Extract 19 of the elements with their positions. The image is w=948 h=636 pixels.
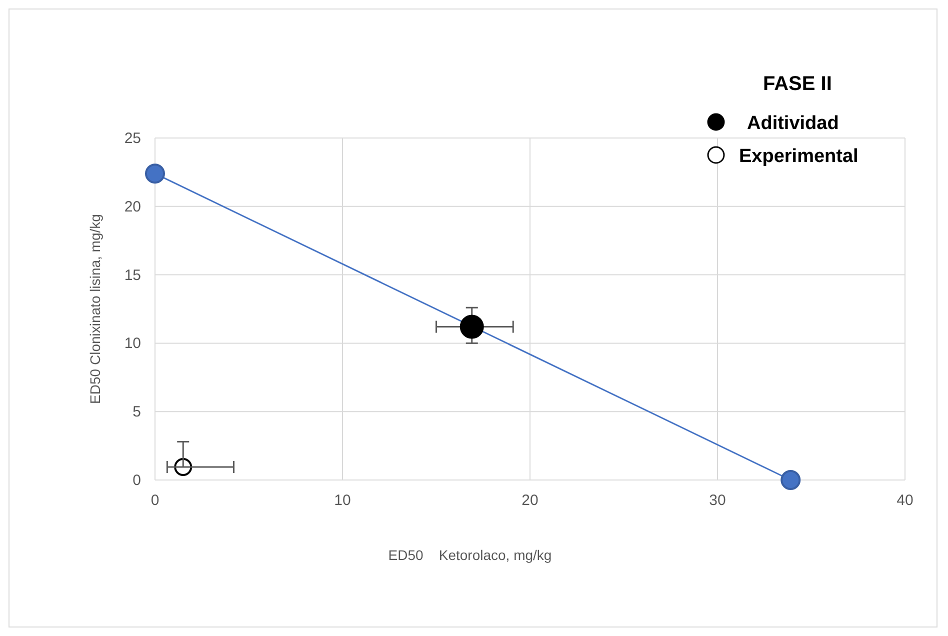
y-tick-label: 10: [124, 335, 141, 352]
y-tick-label: 0: [132, 472, 141, 489]
y-axis-title: ED50 Clonixinato lisina, mg/kg: [87, 214, 103, 404]
x-axis-title: ED50 Ketorolaco, mg/kg: [388, 547, 552, 563]
legend-label: Aditividad: [747, 113, 839, 134]
x-tick-label: 0: [150, 492, 160, 509]
legend-label: Experimental: [739, 146, 858, 167]
y-tick-label: 25: [124, 130, 141, 147]
y-tick-label: 5: [132, 404, 141, 421]
legend-title: FASE II: [763, 73, 832, 95]
x-tick-label: 10: [334, 492, 351, 509]
x-tick-label: 20: [522, 492, 538, 509]
point: [780, 470, 801, 490]
y-tick-label: 20: [124, 198, 141, 216]
x-tick-label: 30: [709, 492, 726, 509]
y-tick-label: 15: [124, 266, 141, 284]
x-tick-label: 40: [896, 492, 914, 509]
point: [460, 314, 484, 339]
point: [145, 164, 165, 184]
